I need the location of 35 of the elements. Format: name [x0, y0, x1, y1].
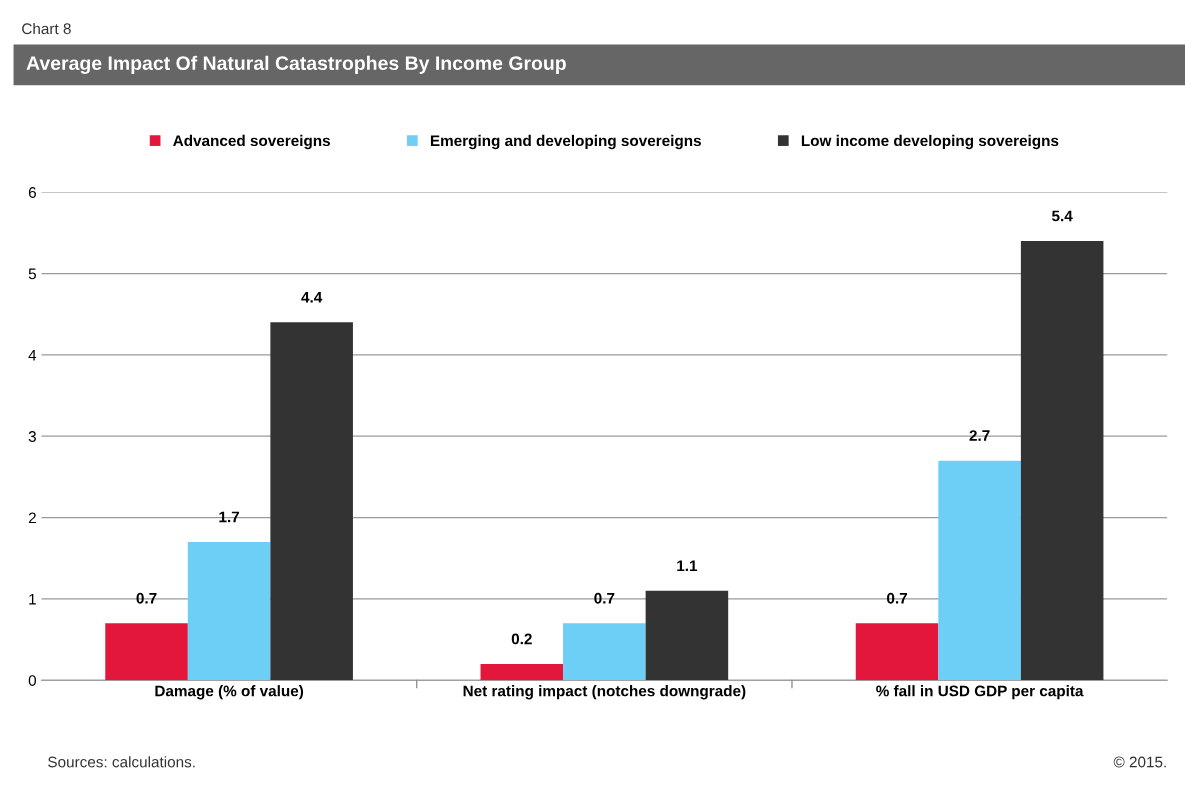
legend-label: Advanced sovereigns — [173, 134, 330, 150]
caption: Chart 8 — [22, 22, 71, 35]
y-tick-label: 5 — [28, 268, 36, 280]
y-tick-label: 3 — [28, 431, 36, 442]
bar — [480, 663, 564, 681]
y-tick-label: 6 — [28, 187, 36, 198]
x-tick-label: Net rating impact (notches downgrade) — [463, 685, 746, 700]
bar — [855, 623, 939, 681]
bar — [187, 541, 271, 681]
data-label: 5.4 — [1052, 210, 1073, 222]
y-tick-label: 0 — [28, 675, 37, 686]
bar — [938, 460, 1021, 681]
legend-label: Emerging and developing sovereigns — [430, 134, 701, 150]
source-note: Sources: calculations. — [48, 756, 195, 768]
y-tick-label: 2 — [28, 512, 36, 524]
data-label: 4.4 — [301, 292, 323, 303]
data-label: 0.2 — [511, 633, 532, 645]
bar — [105, 623, 188, 681]
text: © 2015. — [1113, 756, 1166, 768]
bar — [1020, 241, 1104, 681]
data-label: 0.7 — [136, 592, 157, 604]
data-label: 0.7 — [594, 592, 615, 604]
data-label: 1.1 — [677, 560, 698, 571]
data-label: 1.7 — [219, 511, 240, 523]
bar — [270, 322, 353, 681]
y-tick-label: 1 — [29, 593, 36, 605]
x-tick-label: Damage (% of value) — [155, 685, 304, 700]
data-label: 0.7 — [887, 592, 907, 604]
x-tick-label: % fall in USD GDP per capita — [876, 685, 1084, 700]
legend-label: Low income developing sovereigns — [801, 134, 1059, 150]
chart-title: Average Impact Of Natural Catastrophes By Income Group — [26, 55, 566, 74]
bar — [563, 623, 646, 681]
bar — [645, 590, 729, 681]
data-label: 2.7 — [969, 430, 990, 441]
y-tick-label: 4 — [28, 349, 37, 361]
